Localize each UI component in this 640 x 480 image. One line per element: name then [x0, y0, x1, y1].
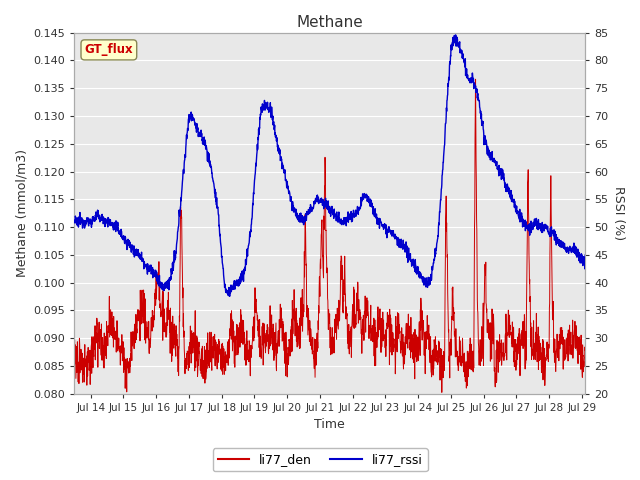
X-axis label: Time: Time [314, 419, 345, 432]
Text: GT_flux: GT_flux [84, 43, 133, 56]
Legend: li77_den, li77_rssi: li77_den, li77_rssi [212, 448, 428, 471]
Y-axis label: Methane (mmol/m3): Methane (mmol/m3) [15, 149, 28, 277]
Title: Methane: Methane [296, 15, 363, 30]
Y-axis label: RSSI (%): RSSI (%) [612, 186, 625, 240]
